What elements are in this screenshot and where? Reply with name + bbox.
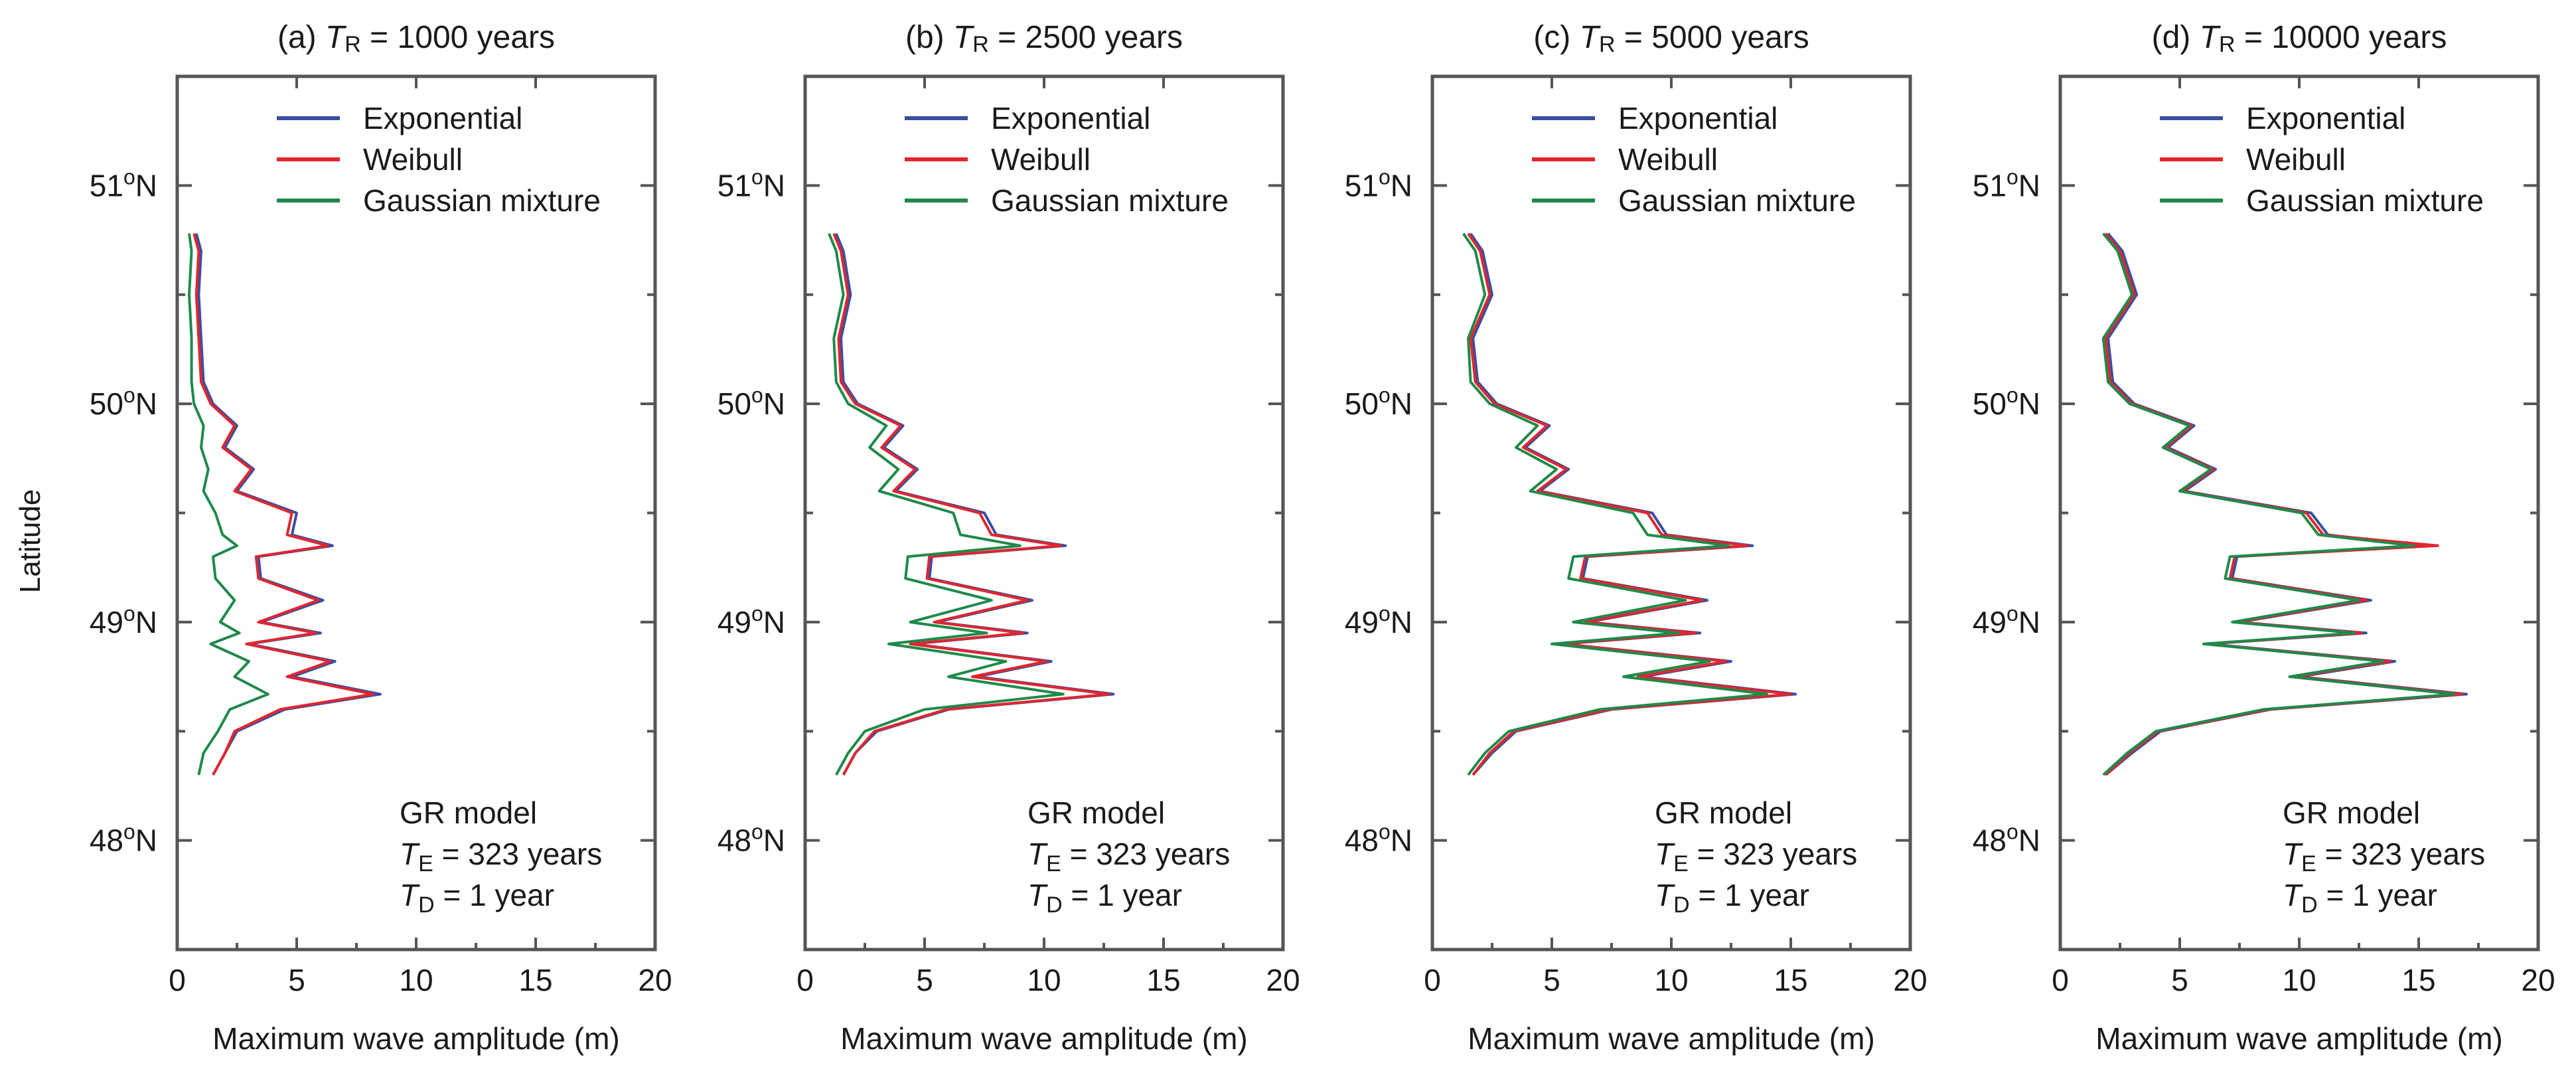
y-tick-label: 49oN	[90, 602, 157, 639]
legend: Exponential Weibull Gaussian mixture	[905, 101, 1229, 218]
series-line-weibull	[832, 232, 1110, 776]
annotation-td: TD = 1 year	[2283, 878, 2437, 918]
annotation-td: TD = 1 year	[1655, 878, 1809, 918]
annotation-model: GR model	[1027, 795, 1165, 830]
x-tick-label: 5	[1543, 963, 1560, 997]
annotation-model: GR model	[400, 795, 537, 830]
legend-label: Exponential	[1618, 101, 1778, 135]
annotation-model: GR model	[1655, 795, 1792, 830]
y-tick-label: 48oN	[90, 820, 157, 858]
legend-label: Gaussian mixture	[1618, 183, 1856, 218]
y-tick-label: 50oN	[90, 383, 157, 421]
x-axis-label: Maximum wave amplitude (m)	[2095, 1021, 2502, 1056]
x-tick-label: 10	[1027, 963, 1061, 997]
y-axis-label: Latitude	[14, 489, 46, 594]
y-tick-label: 50oN	[1973, 383, 2040, 421]
x-tick-label: 15	[1774, 963, 1807, 997]
x-tick-label: 10	[399, 963, 433, 997]
y-tick-label: 51oN	[1345, 165, 1412, 203]
annotation-model: GR model	[2283, 795, 2420, 830]
x-tick-label: 20	[638, 963, 672, 997]
annotation-td: TD = 1 year	[1027, 878, 1182, 918]
annotation-te: TE = 323 years	[2283, 837, 2485, 876]
panel-title: (c) TR = 5000 years	[1533, 20, 1809, 57]
panel-title: (b) TR = 2500 years	[905, 20, 1183, 57]
legend: Exponential Weibull Gaussian mixture	[2160, 101, 2484, 218]
legend-label: Gaussian mixture	[991, 183, 1229, 218]
x-tick-label: 15	[518, 963, 552, 997]
series-line-exponential	[194, 233, 382, 776]
y-tick-label: 49oN	[1345, 602, 1412, 639]
y-tick-label: 51oN	[718, 165, 785, 203]
legend-label: Gaussian mixture	[363, 183, 601, 218]
x-tick-label: 0	[2052, 963, 2069, 997]
annotation-td: TD = 1 year	[400, 878, 554, 918]
x-axis-label: Maximum wave amplitude (m)	[840, 1021, 1247, 1056]
panel-d: (d) TR = 10000 years 0 5 10 15 20 48oN 49oN 50oN…	[1973, 20, 2555, 1056]
x-tick-label: 10	[2282, 963, 2316, 997]
legend-label: Exponential	[2246, 101, 2405, 135]
series-line-gaussian-mixture	[828, 232, 1065, 776]
series-line-exponential	[2105, 232, 2468, 776]
y-tick-label: 50oN	[1345, 383, 1412, 421]
x-tick-label: 20	[1266, 963, 1300, 997]
x-tick-label: 5	[916, 963, 933, 997]
series-line-weibull	[2104, 232, 2463, 776]
x-tick-label: 0	[1424, 963, 1441, 997]
x-axis-label: Maximum wave amplitude (m)	[1468, 1021, 1874, 1056]
x-tick-label: 10	[1654, 963, 1688, 997]
x-tick-label: 0	[169, 963, 186, 997]
series-line-gaussian-mixture	[1462, 232, 1768, 776]
annotation-te: TE = 323 years	[1027, 837, 1230, 876]
y-tick-label: 49oN	[1973, 602, 2040, 639]
x-tick-label: 5	[2171, 963, 2188, 997]
y-tick-label: 48oN	[1345, 820, 1412, 858]
panel-a: (a) TR = 1000 years 0 5 10 15 20 48oN 49oN 50oN 5…	[90, 20, 672, 1056]
x-axis-label: Maximum wave amplitude (m)	[212, 1021, 619, 1056]
panel-c: (c) TR = 5000 years 0 5 10 15 20 48oN 49oN 50oN 5…	[1345, 20, 1928, 1056]
y-tick-label: 48oN	[718, 820, 785, 858]
series-line-exponential	[1469, 232, 1797, 776]
x-tick-label: 0	[796, 963, 814, 997]
x-tick-label: 15	[1146, 963, 1180, 997]
x-tick-label: 15	[2401, 963, 2435, 997]
y-tick-label: 50oN	[718, 383, 785, 421]
series-line-weibull	[192, 233, 375, 776]
series-line-exponential	[834, 232, 1115, 776]
legend-label: Weibull	[991, 142, 1091, 177]
legend: Exponential Weibull Gaussian mixture	[1532, 101, 1856, 218]
y-tick-label: 51oN	[1973, 165, 2040, 203]
legend-label: Weibull	[1618, 142, 1718, 177]
y-tick-label: 51oN	[90, 165, 157, 203]
x-tick-label: 20	[1893, 963, 1927, 997]
legend-label: Weibull	[2246, 142, 2346, 177]
panel-title: (d) TR = 10000 years	[2152, 20, 2447, 57]
legend-label: Exponential	[363, 101, 522, 135]
annotation-te: TE = 323 years	[1655, 837, 1857, 876]
series-line-gaussian-mixture	[2101, 232, 2456, 776]
y-tick-label: 48oN	[1973, 820, 2040, 858]
legend-label: Exponential	[991, 101, 1150, 135]
panel-b: (b) TR = 2500 years 0 5 10 15 20 48oN 49oN 50oN 5…	[718, 20, 1300, 1056]
series-line-gaussian-mixture	[188, 233, 269, 776]
x-tick-label: 20	[2521, 963, 2555, 997]
panel-title: (a) TR = 1000 years	[277, 20, 555, 57]
legend: Exponential Weibull Gaussian mixture	[277, 101, 601, 218]
legend-label: Weibull	[363, 142, 463, 177]
y-tick-label: 49oN	[718, 602, 785, 639]
series-line-weibull	[1467, 232, 1792, 776]
panels-group: (a) TR = 1000 years 0 5 10 15 20 48oN 49oN 50oN 5…	[90, 20, 2555, 1056]
x-tick-label: 5	[288, 963, 305, 997]
annotation-te: TE = 323 years	[400, 837, 602, 876]
legend-label: Gaussian mixture	[2246, 183, 2484, 218]
